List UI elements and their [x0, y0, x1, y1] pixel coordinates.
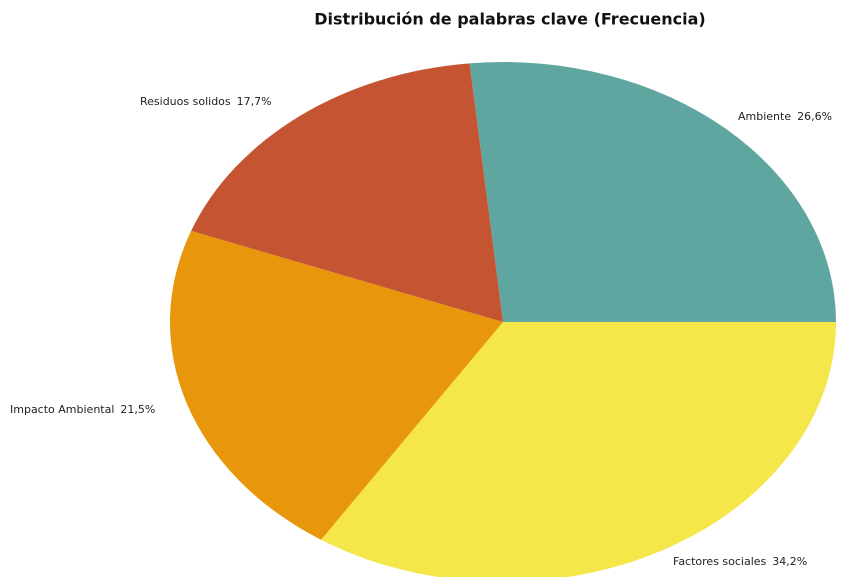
pie-slice: [191, 63, 503, 322]
slice-label: Residuos solidos 17,7%: [140, 95, 272, 108]
slice-value: 26,6%: [797, 110, 832, 123]
slice-label: Impacto Ambiental 21,5%: [10, 403, 155, 416]
slice-category: Ambiente: [738, 110, 791, 123]
pie-slice: [321, 322, 836, 577]
slice-label: Ambiente 26,6%: [738, 110, 832, 123]
slice-value: 21,5%: [120, 403, 155, 416]
pie-slice: [170, 230, 503, 540]
slice-value: 34,2%: [772, 555, 807, 568]
slice-category: Impacto Ambiental: [10, 403, 114, 416]
slice-category: Residuos solidos: [140, 95, 231, 108]
slice-category: Factores sociales: [673, 555, 767, 568]
chart-title: Distribución de palabras clave (Frecuenc…: [314, 10, 706, 29]
slice-label: Factores sociales 34,2%: [673, 555, 807, 568]
pie-slice: [469, 62, 836, 322]
slice-value: 17,7%: [237, 95, 272, 108]
